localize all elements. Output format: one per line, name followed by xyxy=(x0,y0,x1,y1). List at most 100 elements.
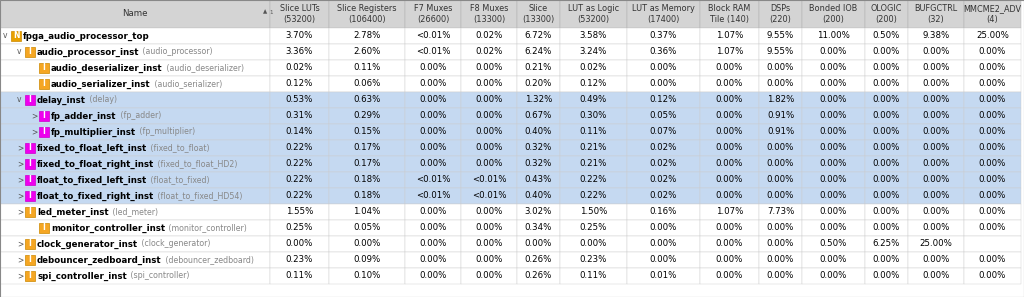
Bar xyxy=(0,156,270,172)
Bar xyxy=(865,188,908,204)
Text: 0.05%: 0.05% xyxy=(650,111,677,121)
Bar xyxy=(406,204,461,220)
Bar xyxy=(0,92,270,108)
Bar xyxy=(759,188,802,204)
Text: 0.17%: 0.17% xyxy=(353,159,381,168)
Bar xyxy=(700,188,759,204)
Text: 0.00%: 0.00% xyxy=(716,80,743,89)
Text: 0.00%: 0.00% xyxy=(716,224,743,233)
Bar xyxy=(759,268,802,284)
Bar xyxy=(560,140,627,156)
Bar xyxy=(406,156,461,172)
Bar xyxy=(627,0,700,28)
Text: Name: Name xyxy=(122,10,147,18)
Text: 0.00%: 0.00% xyxy=(872,159,900,168)
Text: 0.00%: 0.00% xyxy=(979,80,1007,89)
Bar xyxy=(908,76,964,92)
Text: DSPs
(220): DSPs (220) xyxy=(770,4,792,24)
Bar xyxy=(270,76,329,92)
Text: >: > xyxy=(17,239,24,249)
Bar xyxy=(700,204,759,220)
Bar xyxy=(461,92,517,108)
Text: 0.00%: 0.00% xyxy=(923,192,949,200)
Text: 0.06%: 0.06% xyxy=(353,80,381,89)
Text: led_meter_inst: led_meter_inst xyxy=(37,207,109,217)
Text: 0.40%: 0.40% xyxy=(525,192,552,200)
Text: 25.00%: 25.00% xyxy=(976,31,1009,40)
Bar xyxy=(908,124,964,140)
Bar xyxy=(406,188,461,204)
Text: 0.00%: 0.00% xyxy=(872,176,900,184)
Bar xyxy=(908,44,964,60)
Bar xyxy=(759,76,802,92)
Text: 0.00%: 0.00% xyxy=(419,271,446,280)
Bar xyxy=(0,220,270,236)
Text: Block RAM
Tile (140): Block RAM Tile (140) xyxy=(709,4,751,24)
Text: 0.00%: 0.00% xyxy=(767,64,795,72)
Bar xyxy=(908,92,964,108)
Text: 0.00%: 0.00% xyxy=(716,255,743,265)
Bar xyxy=(517,108,560,124)
Text: 0.43%: 0.43% xyxy=(525,176,552,184)
Text: 0.02%: 0.02% xyxy=(475,31,503,40)
Bar xyxy=(0,28,270,44)
Bar xyxy=(39,111,49,121)
Bar xyxy=(908,252,964,268)
Text: 6.72%: 6.72% xyxy=(525,31,552,40)
Bar xyxy=(627,28,700,44)
Text: 0.91%: 0.91% xyxy=(767,127,795,137)
Text: 0.00%: 0.00% xyxy=(820,271,847,280)
Text: 0.23%: 0.23% xyxy=(580,255,607,265)
Text: I: I xyxy=(43,80,45,89)
Bar xyxy=(802,172,865,188)
Text: 0.53%: 0.53% xyxy=(286,96,313,105)
Bar xyxy=(700,92,759,108)
Text: 0.00%: 0.00% xyxy=(419,64,446,72)
Bar xyxy=(627,76,700,92)
Text: 1.07%: 1.07% xyxy=(716,31,743,40)
Text: 0.22%: 0.22% xyxy=(286,176,313,184)
Bar xyxy=(802,156,865,172)
Bar xyxy=(802,124,865,140)
Text: 0.00%: 0.00% xyxy=(716,96,743,105)
Bar xyxy=(270,156,329,172)
Bar xyxy=(0,0,270,28)
Text: 0.00%: 0.00% xyxy=(475,64,503,72)
Bar xyxy=(517,236,560,252)
Text: 0.00%: 0.00% xyxy=(923,111,949,121)
Text: <0.01%: <0.01% xyxy=(472,176,506,184)
Text: 1.32%: 1.32% xyxy=(525,96,552,105)
Bar xyxy=(802,204,865,220)
Text: 0.07%: 0.07% xyxy=(650,127,677,137)
Bar xyxy=(865,44,908,60)
Bar xyxy=(759,108,802,124)
Bar xyxy=(560,236,627,252)
Text: 0.26%: 0.26% xyxy=(525,271,552,280)
Text: I: I xyxy=(29,48,32,56)
Bar xyxy=(908,204,964,220)
Bar xyxy=(964,236,1021,252)
Text: fixed_to_float_left_inst: fixed_to_float_left_inst xyxy=(37,143,147,153)
Text: 9.55%: 9.55% xyxy=(767,31,795,40)
Text: 0.25%: 0.25% xyxy=(286,224,313,233)
Text: 0.00%: 0.00% xyxy=(979,224,1007,233)
Bar xyxy=(461,124,517,140)
Text: 0.00%: 0.00% xyxy=(820,48,847,56)
Bar xyxy=(11,31,22,41)
Text: 1.04%: 1.04% xyxy=(353,208,381,217)
Text: 25.00%: 25.00% xyxy=(920,239,952,249)
Text: 0.00%: 0.00% xyxy=(716,159,743,168)
Text: >: > xyxy=(31,127,37,137)
Text: 0.32%: 0.32% xyxy=(525,143,552,152)
Text: 0.10%: 0.10% xyxy=(353,271,381,280)
Bar xyxy=(517,156,560,172)
Bar xyxy=(329,44,406,60)
Text: N: N xyxy=(12,31,19,40)
Text: 1.07%: 1.07% xyxy=(716,208,743,217)
Text: 0.15%: 0.15% xyxy=(353,127,381,137)
Bar xyxy=(759,124,802,140)
Bar xyxy=(964,124,1021,140)
Bar xyxy=(270,60,329,76)
Bar xyxy=(329,188,406,204)
Bar xyxy=(0,44,270,60)
